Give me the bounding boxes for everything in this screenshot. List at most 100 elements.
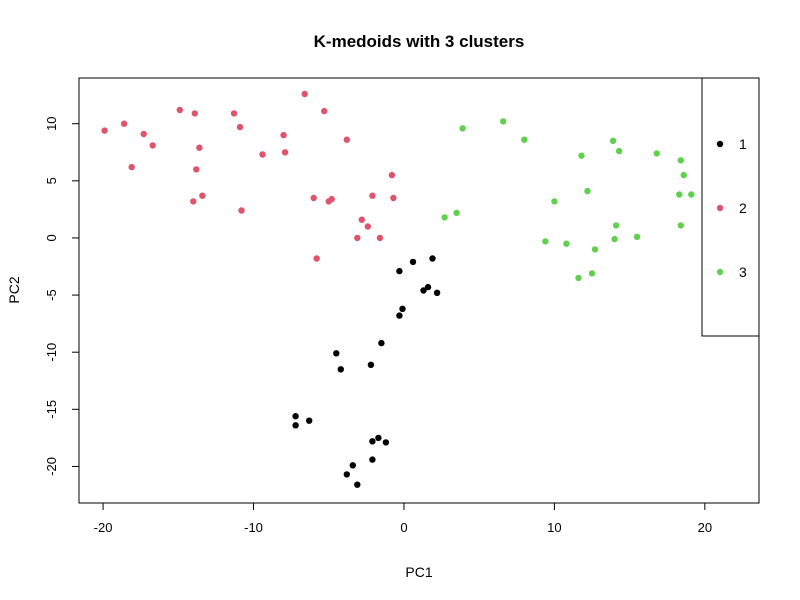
point-cluster-3-10 bbox=[575, 274, 582, 282]
point-cluster-2-27 bbox=[354, 234, 361, 242]
point-cluster-3-1 bbox=[500, 118, 507, 125]
x-tick-label-4: 20 bbox=[698, 520, 712, 535]
y-axis-label: PC2 bbox=[6, 276, 22, 303]
point-cluster-3-4 bbox=[453, 209, 460, 216]
point-cluster-3-8 bbox=[578, 152, 585, 159]
point-cluster-1-9 bbox=[396, 267, 403, 275]
x-axis: -20 -10 0 10 20 bbox=[94, 502, 712, 535]
y-tick-label-1: -15 bbox=[44, 400, 59, 419]
point-cluster-2-14 bbox=[259, 151, 266, 158]
point-cluster-2-25 bbox=[358, 216, 365, 223]
point-cluster-1-10 bbox=[409, 258, 417, 266]
y-tick-label-2: -10 bbox=[44, 343, 59, 362]
point-cluster-2-22 bbox=[313, 255, 320, 262]
point-cluster-2-6 bbox=[191, 110, 198, 117]
point-cluster-1-6 bbox=[378, 339, 385, 347]
y-tick-label-5: 5 bbox=[44, 177, 59, 184]
point-cluster-1-12 bbox=[424, 283, 432, 291]
point-cluster-3-14 bbox=[615, 147, 623, 155]
legend-marker-1 bbox=[716, 140, 724, 148]
point-cluster-2-29 bbox=[388, 171, 396, 179]
point-cluster-1-5 bbox=[367, 361, 375, 368]
y-tick-label-4: 0 bbox=[44, 234, 59, 241]
point-cluster-3-11 bbox=[588, 270, 596, 277]
point-cluster-3-19 bbox=[677, 157, 684, 164]
y-axis: -20 -15 -10 -5 0 5 10 bbox=[44, 116, 80, 476]
point-cluster-3-0 bbox=[459, 125, 466, 132]
legend-label-3: 3 bbox=[739, 264, 747, 280]
point-cluster-1-4 bbox=[337, 366, 344, 373]
point-cluster-3-21 bbox=[676, 191, 683, 198]
point-cluster-3-18 bbox=[653, 150, 660, 157]
point-cluster-2-0 bbox=[101, 127, 108, 134]
legend-label-2: 2 bbox=[739, 200, 747, 216]
point-cluster-3-22 bbox=[688, 191, 695, 198]
point-cluster-2-21 bbox=[328, 195, 335, 203]
point-cluster-3-5 bbox=[542, 238, 549, 245]
point-cluster-3-2 bbox=[521, 136, 528, 143]
point-cluster-1-2 bbox=[306, 417, 313, 424]
point-cluster-2-26 bbox=[364, 223, 371, 230]
point-cluster-1-11 bbox=[420, 287, 427, 294]
point-cluster-1-20 bbox=[343, 471, 350, 478]
plot-box bbox=[78, 77, 760, 504]
point-cluster-2-1 bbox=[120, 120, 128, 127]
point-cluster-1-21 bbox=[354, 481, 361, 488]
point-cluster-1-14 bbox=[433, 289, 441, 296]
point-cluster-2-8 bbox=[193, 166, 200, 173]
point-cluster-2-19 bbox=[310, 194, 317, 202]
point-cluster-2-11 bbox=[230, 110, 238, 117]
point-cluster-3-3 bbox=[441, 214, 448, 221]
point-cluster-1-8 bbox=[399, 305, 406, 312]
point-cluster-1-13 bbox=[429, 255, 436, 262]
chart-title: K-medoids with 3 clusters bbox=[314, 32, 525, 51]
point-cluster-2-7 bbox=[196, 144, 203, 151]
point-cluster-2-12 bbox=[236, 123, 244, 131]
x-tick-label-1: -10 bbox=[244, 520, 263, 535]
x-tick-label-0: -20 bbox=[94, 520, 113, 535]
x-tick-label-2: 0 bbox=[400, 520, 407, 535]
x-axis-label: PC1 bbox=[405, 564, 432, 580]
point-cluster-2-13 bbox=[238, 207, 245, 214]
y-tick-label-6: 10 bbox=[44, 116, 59, 130]
point-cluster-1-19 bbox=[349, 462, 356, 469]
point-cluster-1-17 bbox=[382, 439, 390, 446]
point-cluster-3-7 bbox=[563, 240, 570, 247]
legend-marker-3 bbox=[716, 268, 724, 276]
point-cluster-3-17 bbox=[633, 233, 641, 240]
x-tick-label-3: 10 bbox=[547, 520, 561, 535]
point-cluster-2-4 bbox=[128, 163, 135, 171]
point-cluster-2-5 bbox=[176, 106, 183, 114]
point-cluster-3-23 bbox=[677, 222, 684, 229]
point-cluster-2-9 bbox=[190, 198, 197, 205]
point-cluster-2-23 bbox=[343, 136, 350, 143]
point-cluster-2-16 bbox=[281, 149, 289, 156]
y-tick-label-3: -5 bbox=[44, 289, 59, 301]
point-cluster-1-1 bbox=[292, 422, 299, 429]
point-cluster-1-0 bbox=[292, 413, 299, 420]
legend: 1 2 3 bbox=[701, 77, 760, 337]
points-layer bbox=[101, 90, 695, 488]
legend-marker-2 bbox=[716, 204, 724, 212]
y-tick-label-0: -20 bbox=[44, 457, 59, 476]
point-cluster-3-15 bbox=[612, 222, 620, 229]
legend-label-1: 1 bbox=[739, 136, 747, 152]
point-cluster-2-18 bbox=[321, 107, 328, 115]
point-cluster-3-12 bbox=[591, 246, 599, 253]
point-cluster-1-15 bbox=[369, 438, 376, 445]
point-cluster-3-16 bbox=[611, 235, 618, 243]
point-cluster-3-9 bbox=[584, 187, 591, 195]
point-cluster-2-3 bbox=[149, 142, 156, 149]
point-cluster-1-16 bbox=[375, 434, 382, 442]
point-cluster-2-15 bbox=[280, 131, 287, 139]
point-cluster-2-24 bbox=[369, 192, 376, 199]
point-cluster-3-6 bbox=[551, 198, 558, 205]
point-cluster-1-18 bbox=[369, 456, 376, 463]
point-cluster-1-3 bbox=[333, 350, 340, 357]
point-cluster-2-2 bbox=[140, 130, 147, 138]
point-cluster-3-13 bbox=[609, 137, 617, 144]
point-cluster-3-20 bbox=[680, 171, 687, 179]
point-cluster-2-10 bbox=[199, 192, 206, 199]
legend-box bbox=[701, 77, 760, 337]
